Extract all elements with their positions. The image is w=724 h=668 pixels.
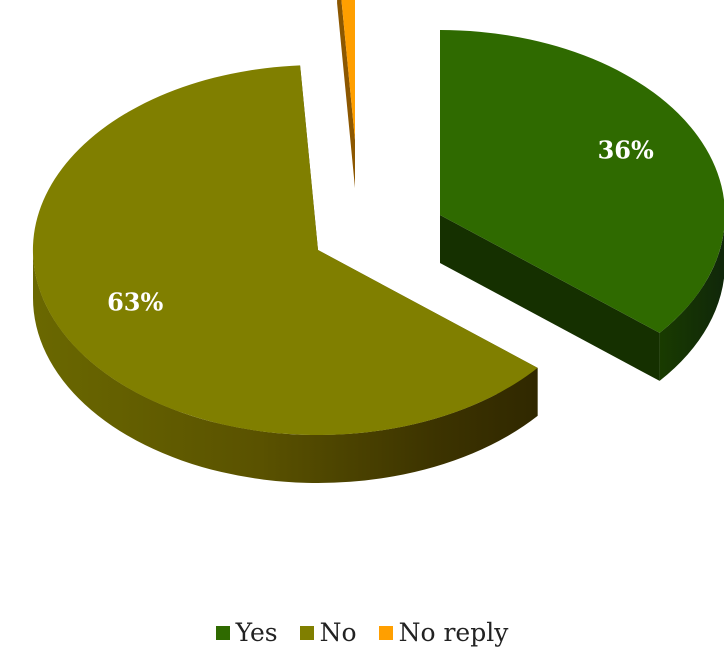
legend-label-no-reply: No reply — [398, 618, 509, 647]
slice-no-reply — [341, 0, 355, 140]
legend-item-no-reply: No reply — [378, 618, 509, 647]
legend-swatch-yes — [215, 625, 230, 640]
data-label-no: 63% — [107, 288, 163, 317]
legend: Yes No No reply — [0, 618, 724, 647]
pie-slices — [32, 0, 724, 483]
pie-chart: 36% 63% — [32, 0, 724, 483]
slice-no — [32, 65, 538, 436]
legend-label-no: No — [319, 618, 357, 647]
slice-side-yes — [440, 215, 724, 381]
slice-yes — [440, 30, 724, 333]
legend-item-no: No — [299, 618, 357, 647]
legend-swatch-no — [299, 625, 314, 640]
pie-data-labels: 36% 63% — [107, 135, 654, 316]
slice-side-no-reply — [337, 0, 355, 188]
data-label-yes: 36% — [598, 135, 654, 164]
legend-item-yes: Yes — [215, 618, 278, 647]
legend-swatch-no-reply — [378, 625, 393, 640]
legend-label-yes: Yes — [235, 618, 278, 647]
